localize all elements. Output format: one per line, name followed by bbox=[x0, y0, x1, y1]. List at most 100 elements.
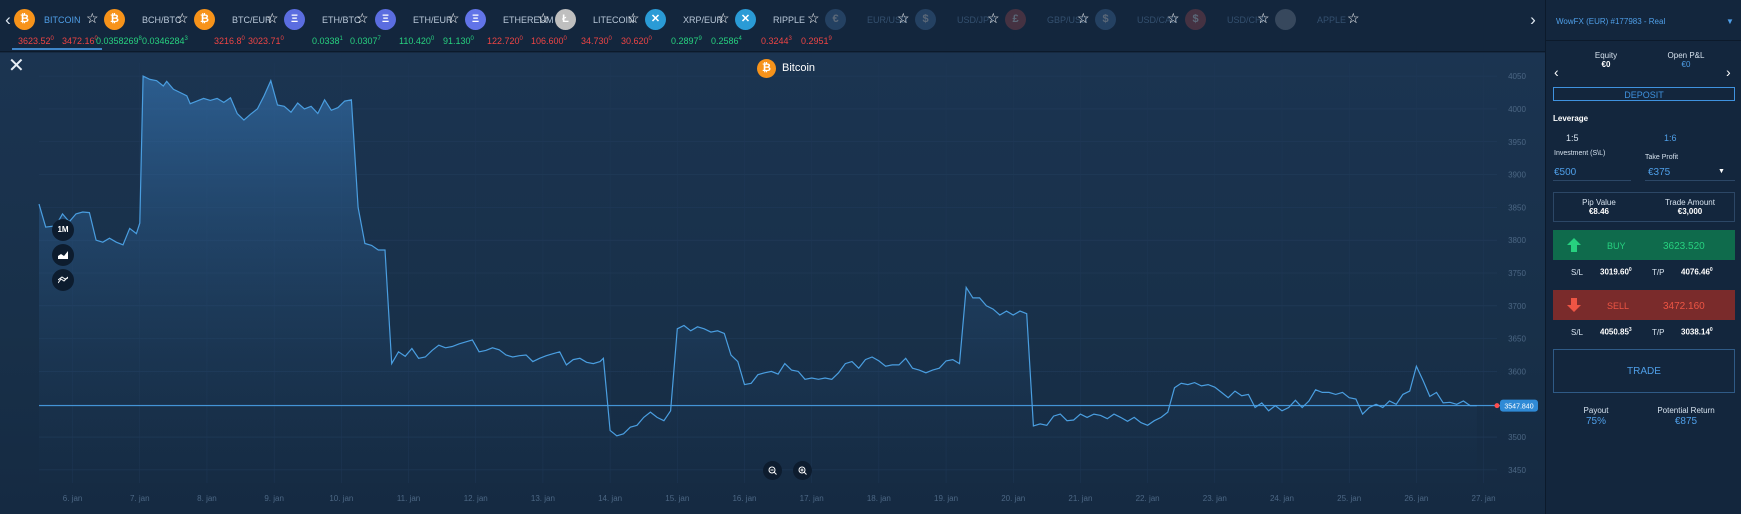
star-icon[interactable]: ☆ bbox=[176, 10, 189, 26]
x-tick-label: 26. jan bbox=[1404, 494, 1428, 503]
ticker-item[interactable]: $ USD/CHF ☆ bbox=[1183, 4, 1273, 50]
buy-tp-label: T/P bbox=[1652, 268, 1665, 277]
ticker-item[interactable]: Ł LITECOIN ☆ 34.7300 30.6200 bbox=[553, 4, 652, 50]
ticker-bid-value: 0.0358269 bbox=[96, 36, 139, 46]
star-icon[interactable]: ☆ bbox=[627, 10, 640, 26]
ticker-item[interactable]: $ USD/JPY ☆ bbox=[913, 4, 1003, 50]
ticker-item[interactable]: ₿ BCH/BTC ☆ 0.03582698 0.03462843 bbox=[96, 4, 192, 50]
investment-input[interactable]: €500 bbox=[1554, 167, 1577, 178]
ticker-bid-value: 0.2897 bbox=[671, 36, 699, 46]
indicators-icon[interactable] bbox=[52, 269, 74, 291]
ticker-name: RIPPLE bbox=[773, 15, 806, 25]
y-tick-label: 3750 bbox=[1508, 269, 1526, 278]
star-icon[interactable]: ☆ bbox=[1347, 10, 1360, 26]
sell-tp-label: T/P bbox=[1652, 328, 1665, 337]
equity-label: Equity bbox=[1594, 51, 1618, 60]
buy-label: BUY bbox=[1607, 241, 1626, 251]
close-chart-icon[interactable]: ✕ bbox=[8, 55, 25, 77]
ticker-item[interactable]: Ξ ETH/EUR ☆ 110.4200 91.1300 bbox=[373, 4, 474, 50]
x-tick-label: 16. jan bbox=[732, 494, 756, 503]
star-icon[interactable]: ☆ bbox=[537, 10, 550, 26]
take-profit-input[interactable]: €375 bbox=[1648, 167, 1671, 178]
coin-icon: Ξ bbox=[375, 9, 396, 30]
ticker-name: USD/CAD bbox=[1137, 15, 1178, 25]
ticker-ask: 0.03077 bbox=[350, 36, 381, 46]
star-icon[interactable]: ☆ bbox=[86, 10, 99, 26]
star-icon[interactable]: ☆ bbox=[1167, 10, 1180, 26]
ticker-bid: 0.32443 bbox=[761, 36, 792, 46]
sell-button[interactable]: SELL 3472.160 bbox=[1553, 290, 1735, 320]
star-icon[interactable]: ☆ bbox=[897, 10, 910, 26]
ticker-ask: 3472.160 bbox=[62, 36, 98, 46]
take-profit-label: Take Profit bbox=[1645, 154, 1679, 161]
ticker-ask-sup: 0 bbox=[648, 36, 652, 42]
potential-return-label: Potential Return bbox=[1657, 406, 1715, 415]
leverage-option-1[interactable]: 1:5 bbox=[1566, 133, 1579, 143]
zoom-in-icon[interactable] bbox=[793, 461, 812, 480]
ticker-item[interactable]: ₿ BITCOIN ☆ 3623.520 3472.160 bbox=[12, 4, 102, 50]
ticker-item[interactable]: ✕ RIPPLE ☆ 0.32443 0.29519 bbox=[733, 4, 832, 50]
x-tick-label: 24. jan bbox=[1270, 494, 1294, 503]
ticker-bid-sup: 3 bbox=[788, 36, 792, 42]
deposit-button[interactable]: DEPOSIT bbox=[1553, 87, 1735, 101]
ticker-bar: ‹ ₿ BITCOIN ☆ 3623.520 3472.160 ₿ BCH/BTC ☆ 0.03… bbox=[0, 0, 1545, 52]
coin-icon: £ bbox=[1005, 9, 1026, 30]
star-icon[interactable]: ☆ bbox=[266, 10, 279, 26]
star-icon[interactable]: ☆ bbox=[807, 10, 820, 26]
ticker-ask-sup: 0 bbox=[470, 36, 474, 42]
buy-sl-value: 3019.60 bbox=[1600, 267, 1629, 277]
star-icon[interactable]: ☆ bbox=[1257, 10, 1270, 26]
timeframe-button[interactable]: 1M bbox=[52, 219, 74, 241]
panel-prev-icon[interactable]: ‹ bbox=[1554, 64, 1559, 80]
trade-panel: WowFX (EUR) #177983 - Real ▼ ‹ › Equity … bbox=[1545, 0, 1741, 514]
panel-divider bbox=[1546, 40, 1741, 41]
x-tick-label: 27. jan bbox=[1472, 494, 1496, 503]
leverage-option-2[interactable]: 1:6 bbox=[1664, 133, 1677, 143]
account-name: WowFX (EUR) #177983 - Real bbox=[1556, 17, 1666, 26]
ticker-item[interactable]: $ USD/CAD ☆ bbox=[1093, 4, 1183, 50]
ticker-item[interactable]: ₿ BTC/EUR ☆ 3216.80 3023.710 bbox=[192, 4, 284, 50]
chart-type-icon[interactable] bbox=[52, 244, 74, 266]
up-arrow-icon bbox=[1567, 238, 1581, 252]
star-icon[interactable]: ☆ bbox=[1077, 10, 1090, 26]
star-icon[interactable]: ☆ bbox=[356, 10, 369, 26]
account-dropdown-icon[interactable]: ▼ bbox=[1726, 17, 1734, 26]
sell-sl-value-wrap: 4050.853 bbox=[1600, 327, 1632, 337]
ticker-next-button[interactable]: › bbox=[1530, 10, 1536, 29]
take-profit-dropdown-icon[interactable]: ▼ bbox=[1718, 168, 1725, 175]
ticker-prev-button[interactable]: ‹ bbox=[5, 10, 11, 29]
buy-button[interactable]: BUY 3623.520 bbox=[1553, 230, 1735, 260]
ticker-ask-value: 0.0307 bbox=[350, 36, 378, 46]
trade-button[interactable]: TRADE bbox=[1553, 349, 1735, 393]
ticker-item[interactable]: Ξ ETHEREUM ☆ 122.7200 106.6000 bbox=[463, 4, 567, 50]
x-tick-label: 6. jan bbox=[63, 494, 83, 503]
account-selector[interactable]: WowFX (EUR) #177983 - Real bbox=[1556, 17, 1665, 26]
ticker-ask-value: 0.2586 bbox=[711, 36, 739, 46]
x-tick-label: 25. jan bbox=[1337, 494, 1361, 503]
ticker-bid: 3623.520 bbox=[18, 36, 54, 46]
star-icon[interactable]: ☆ bbox=[447, 10, 460, 26]
star-icon[interactable]: ☆ bbox=[987, 10, 1000, 26]
x-tick-label: 21. jan bbox=[1068, 494, 1092, 503]
price-chart[interactable]: 4050 4000 3950 3900 3850 3800 3750 3700 3650 3600… bbox=[0, 53, 1545, 514]
ticker-item[interactable]: € EUR/USD ☆ bbox=[823, 4, 913, 50]
pip-value: €8.46 bbox=[1588, 207, 1610, 216]
ticker-name: BITCOIN bbox=[44, 15, 81, 25]
panel-next-icon[interactable]: › bbox=[1726, 64, 1731, 80]
sell-sl-sup: 3 bbox=[1628, 327, 1632, 333]
price-line bbox=[38, 75, 1477, 437]
coin-icon bbox=[1275, 9, 1296, 30]
ticker-ask-value: 106.600 bbox=[531, 36, 564, 46]
star-icon[interactable]: ☆ bbox=[717, 10, 730, 26]
ticker-item[interactable]: £ GBP/USD ☆ bbox=[1003, 4, 1093, 50]
ticker-bid: 34.7300 bbox=[581, 36, 612, 46]
ticker-item[interactable]: APPLE ☆ bbox=[1273, 4, 1363, 50]
buy-tp-sup: 0 bbox=[1709, 267, 1713, 273]
ticker-item[interactable]: Ξ ETH/BTC ☆ 0.03381 0.03077 bbox=[282, 4, 381, 50]
deposit-label: DEPOSIT bbox=[1624, 90, 1664, 100]
indicators-glyph-icon bbox=[57, 276, 69, 284]
zoom-out-icon[interactable] bbox=[763, 461, 782, 480]
ticker-bid-value: 110.420 bbox=[399, 36, 431, 46]
payout-label: Payout bbox=[1583, 406, 1609, 415]
ticker-item[interactable]: ✕ XRP/EUR ☆ 0.28979 0.25864 bbox=[643, 4, 742, 50]
